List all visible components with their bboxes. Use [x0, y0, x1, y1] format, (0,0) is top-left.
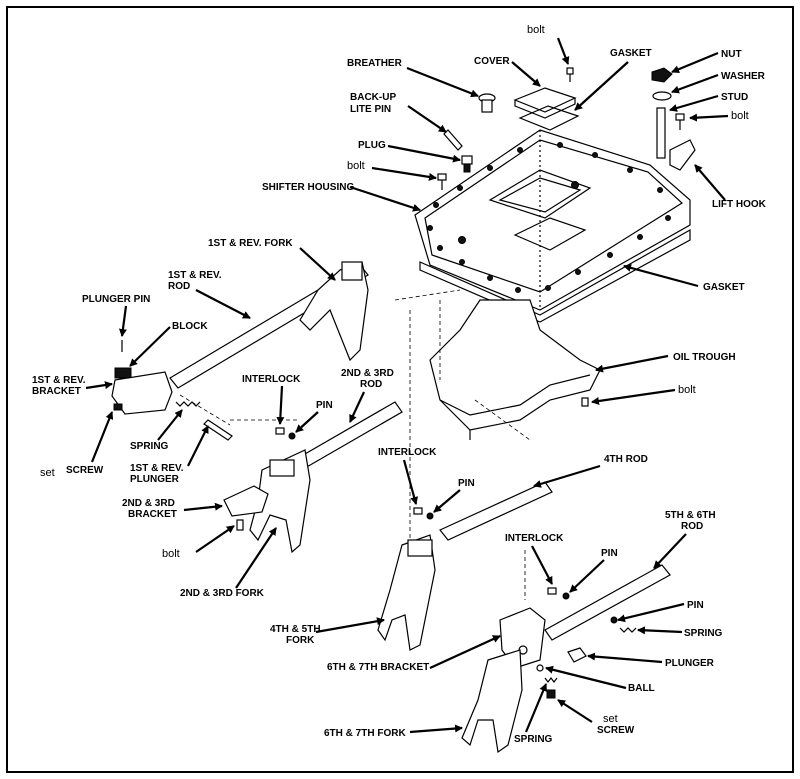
label-interlock-2: INTERLOCK [378, 447, 437, 458]
label-first-rev-fork: 1ST & REV. FORK [208, 238, 293, 249]
label-pin-1: PIN [316, 400, 333, 411]
label-plug: PLUG [358, 140, 386, 151]
label-first-rev-rod-2: ROD [168, 281, 190, 292]
fifth-sixth-rod [544, 564, 671, 641]
label-fourth-fifth-fork-1: 4TH & 5TH [270, 624, 321, 635]
label-plunger: PLUNGER [665, 658, 715, 669]
label-pin-4: PIN [687, 600, 704, 611]
label-spring-2: SPRING [684, 628, 723, 639]
housing-bolt-holes [427, 142, 671, 293]
sixth-seventh-fork [461, 649, 523, 754]
label-block: BLOCK [172, 321, 208, 332]
cover-bolt [566, 67, 574, 82]
second-third-fork [249, 449, 311, 554]
set-screw-2 [546, 689, 556, 699]
block [114, 367, 132, 379]
label-fifth-sixth-rod-2: ROD [681, 521, 703, 532]
label-cover: COVER [474, 56, 510, 67]
label-gasket-mid: GASKET [703, 282, 745, 293]
oil-trough [429, 299, 601, 440]
label-second-third-bracket-2: BRACKET [128, 509, 177, 520]
label-ball: BALL [628, 683, 655, 694]
label-first-rev-plunger-2: PLUNGER [130, 474, 180, 485]
spring-1 [175, 401, 201, 407]
housing-bolt [437, 173, 447, 190]
label-washer: WASHER [721, 71, 766, 82]
cover-gasket [518, 105, 580, 131]
spring-3 [544, 677, 558, 683]
label-bolt-top: bolt [527, 24, 545, 36]
pin-2 [426, 512, 434, 520]
label-second-third-bracket-1: 2ND & 3RD [122, 498, 175, 509]
label-sixth-seventh-fork: 6TH & 7TH FORK [324, 728, 406, 739]
label-interlock-3: INTERLOCK [505, 533, 564, 544]
cover [513, 87, 577, 119]
label-bolt-stud: bolt [731, 110, 749, 122]
label-set-1: set [40, 467, 55, 479]
ball [536, 664, 544, 672]
label-first-rev-bracket-1: 1ST & REV. [32, 375, 86, 386]
label-second-third-rod-2: ROD [360, 379, 382, 390]
label-lift-hook: LIFT HOOK [712, 199, 767, 210]
leader-arrows [85, 37, 729, 734]
pin-3 [562, 592, 570, 600]
label-bolt-plug: bolt [347, 160, 365, 172]
interlock-1 [275, 427, 285, 435]
housing-gasket [419, 228, 691, 323]
first-rev-fork [299, 261, 369, 362]
plunger [567, 647, 587, 663]
label-backup-lite-pin-1: BACK-UP [350, 92, 396, 103]
label-breather: BREATHER [347, 58, 403, 69]
interlock-2 [413, 507, 423, 515]
label-second-third-fork: 2ND & 3RD FORK [180, 588, 265, 599]
label-fifth-sixth-rod-1: 5TH & 6TH [665, 510, 716, 521]
plug [461, 155, 473, 173]
first-rev-plunger [203, 419, 233, 441]
label-nut: NUT [721, 49, 742, 60]
label-shifter-housing: SHIFTER HOUSING [262, 182, 354, 193]
lift-hook [669, 139, 696, 171]
pin-4 [610, 616, 618, 624]
bracket-bolt [236, 519, 244, 531]
label-plunger-pin: PLUNGER PIN [82, 294, 150, 305]
pin-1 [288, 432, 296, 440]
label-set-2: set [603, 713, 618, 725]
label-screw-1: SCREW [66, 465, 104, 476]
label-oil-trough: OIL TROUGH [673, 352, 736, 363]
label-interlock-1: INTERLOCK [242, 374, 301, 385]
breather [478, 93, 496, 113]
label-pin-3: PIN [601, 548, 618, 559]
trough-bolt [581, 397, 589, 407]
label-spring-1: SPRING [130, 441, 169, 452]
label-stud: STUD [721, 92, 748, 103]
label-pin-2: PIN [458, 478, 475, 489]
label-screw-2: SCREW [597, 725, 635, 736]
second-third-rod [297, 401, 403, 469]
first-rev-bracket [111, 371, 173, 415]
alignment-lines [179, 289, 531, 600]
fourth-fifth-fork [377, 534, 436, 651]
interlock-3 [547, 587, 557, 595]
label-first-rev-rod-1: 1ST & REV. [168, 270, 222, 281]
fourth-rod [439, 481, 553, 541]
label-gasket-top: GASKET [610, 48, 652, 59]
label-sixth-seventh-bracket: 6TH & 7TH BRACKET [327, 662, 429, 673]
second-third-bracket [223, 485, 269, 517]
shifter-housing [414, 129, 691, 311]
label-spring-3: SPRING [514, 734, 553, 745]
label-fourth-fifth-fork-2: FORK [286, 635, 315, 646]
label-bolt-trough: bolt [678, 384, 696, 396]
backup-lite-pin [443, 129, 463, 151]
set-screw-1 [113, 403, 123, 411]
label-second-third-rod-1: 2ND & 3RD [341, 368, 394, 379]
label-first-rev-bracket-2: BRACKET [32, 386, 81, 397]
label-fourth-rod: 4TH ROD [604, 454, 648, 465]
stud-assembly [651, 67, 685, 159]
label-first-rev-plunger-1: 1ST & REV. [130, 463, 184, 474]
label-bolt-bracket: bolt [162, 548, 180, 560]
spring-2 [619, 627, 637, 633]
label-backup-lite-pin-2: LITE PIN [350, 104, 391, 115]
